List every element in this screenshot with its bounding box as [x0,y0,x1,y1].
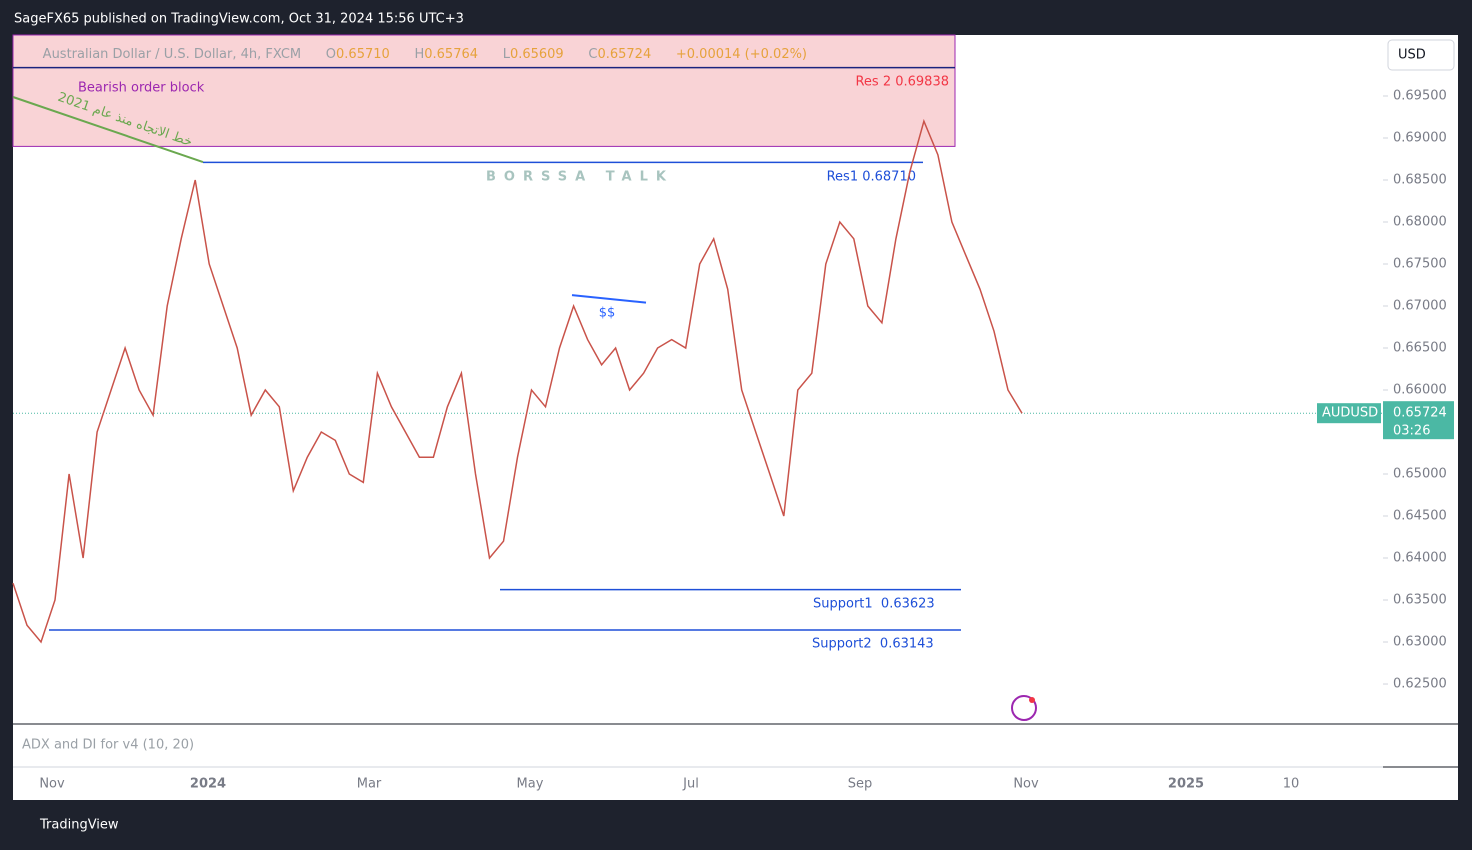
ohlc-label: H [414,47,424,62]
last-price-label: 0.65724 [1393,406,1447,421]
x-tick-label: 10 [1283,777,1300,792]
last-price-tag [1383,401,1454,440]
trendline [12,96,204,163]
ohlc-value: 0.65710 [336,47,390,62]
brand: TradingView [39,818,119,833]
ohlc-label: C [588,47,597,62]
y-tick-label: 0.69500 [1393,88,1447,103]
change: +0.00014 (+0.02%) [676,47,807,62]
y-tick-label: 0.65000 [1393,467,1447,482]
y-tick-label: 0.69000 [1393,130,1447,145]
currency-button[interactable] [1387,39,1455,71]
watermark: BORSSA TALK [486,170,674,185]
zone-label: Bearish order block [78,81,205,96]
symbol-label: AUDUSD [1322,406,1378,421]
y-tick-label: 0.66500 [1393,341,1447,356]
y-tick-label: 0.62500 [1393,677,1447,692]
x-tick-label: May [517,777,544,792]
ohlc-value: 0.65609 [510,47,564,62]
y-tick-label: 0.68000 [1393,214,1447,229]
y-tick-label: 0.63500 [1393,593,1447,608]
symbol-title: Australian Dollar / U.S. Dollar, 4h, FXC… [43,47,301,62]
y-tick-label: 0.67500 [1393,256,1447,271]
price-line [12,118,1023,644]
chart-panel [13,35,1458,800]
x-tick-label: 2024 [190,777,226,792]
y-tick-label: 0.64500 [1393,509,1447,524]
x-tick-label: Nov [1013,777,1039,792]
currency: USD [1398,48,1426,63]
y-tick-label: 0.67000 [1393,298,1447,313]
x-tick-label: 2025 [1168,777,1204,792]
ohlc-label: L [503,47,511,62]
level-label: Support2 0.63143 [812,637,934,652]
legend: Australian Dollar / U.S. Dollar, 4h, FXC… [22,47,819,62]
ohlc-label: O [326,47,336,62]
y-tick-label: 0.64000 [1393,551,1447,566]
x-tick-label: Nov [39,777,65,792]
level-label: Support1 0.63623 [813,597,935,612]
ohlc-value: 0.65724 [597,47,651,62]
countdown: 03:26 [1393,424,1430,439]
order-block [12,34,956,147]
liquidity-line [571,294,647,304]
publisher: SageFX65 published on TradingView.com, O… [14,12,464,27]
y-tick-label: 0.68500 [1393,172,1447,187]
indicator-title: ADX and DI for v4 (10, 20) [22,738,194,753]
x-tick-label: Jul [682,777,699,792]
x-tick-label: Mar [357,777,382,792]
x-tick-label: Sep [848,777,873,792]
alert-icon[interactable] [1011,695,1037,721]
ohlc-value: 0.65764 [424,47,478,62]
level-label: Res1 0.68710 [827,170,916,185]
y-tick-label: 0.66000 [1393,383,1447,398]
liquidity-label: $$ [599,306,616,321]
y-tick-label: 0.63000 [1393,635,1447,650]
alert-dot [1029,697,1035,703]
level-label: Res 2 0.69838 [855,75,949,90]
symbol-tag [1317,403,1381,424]
